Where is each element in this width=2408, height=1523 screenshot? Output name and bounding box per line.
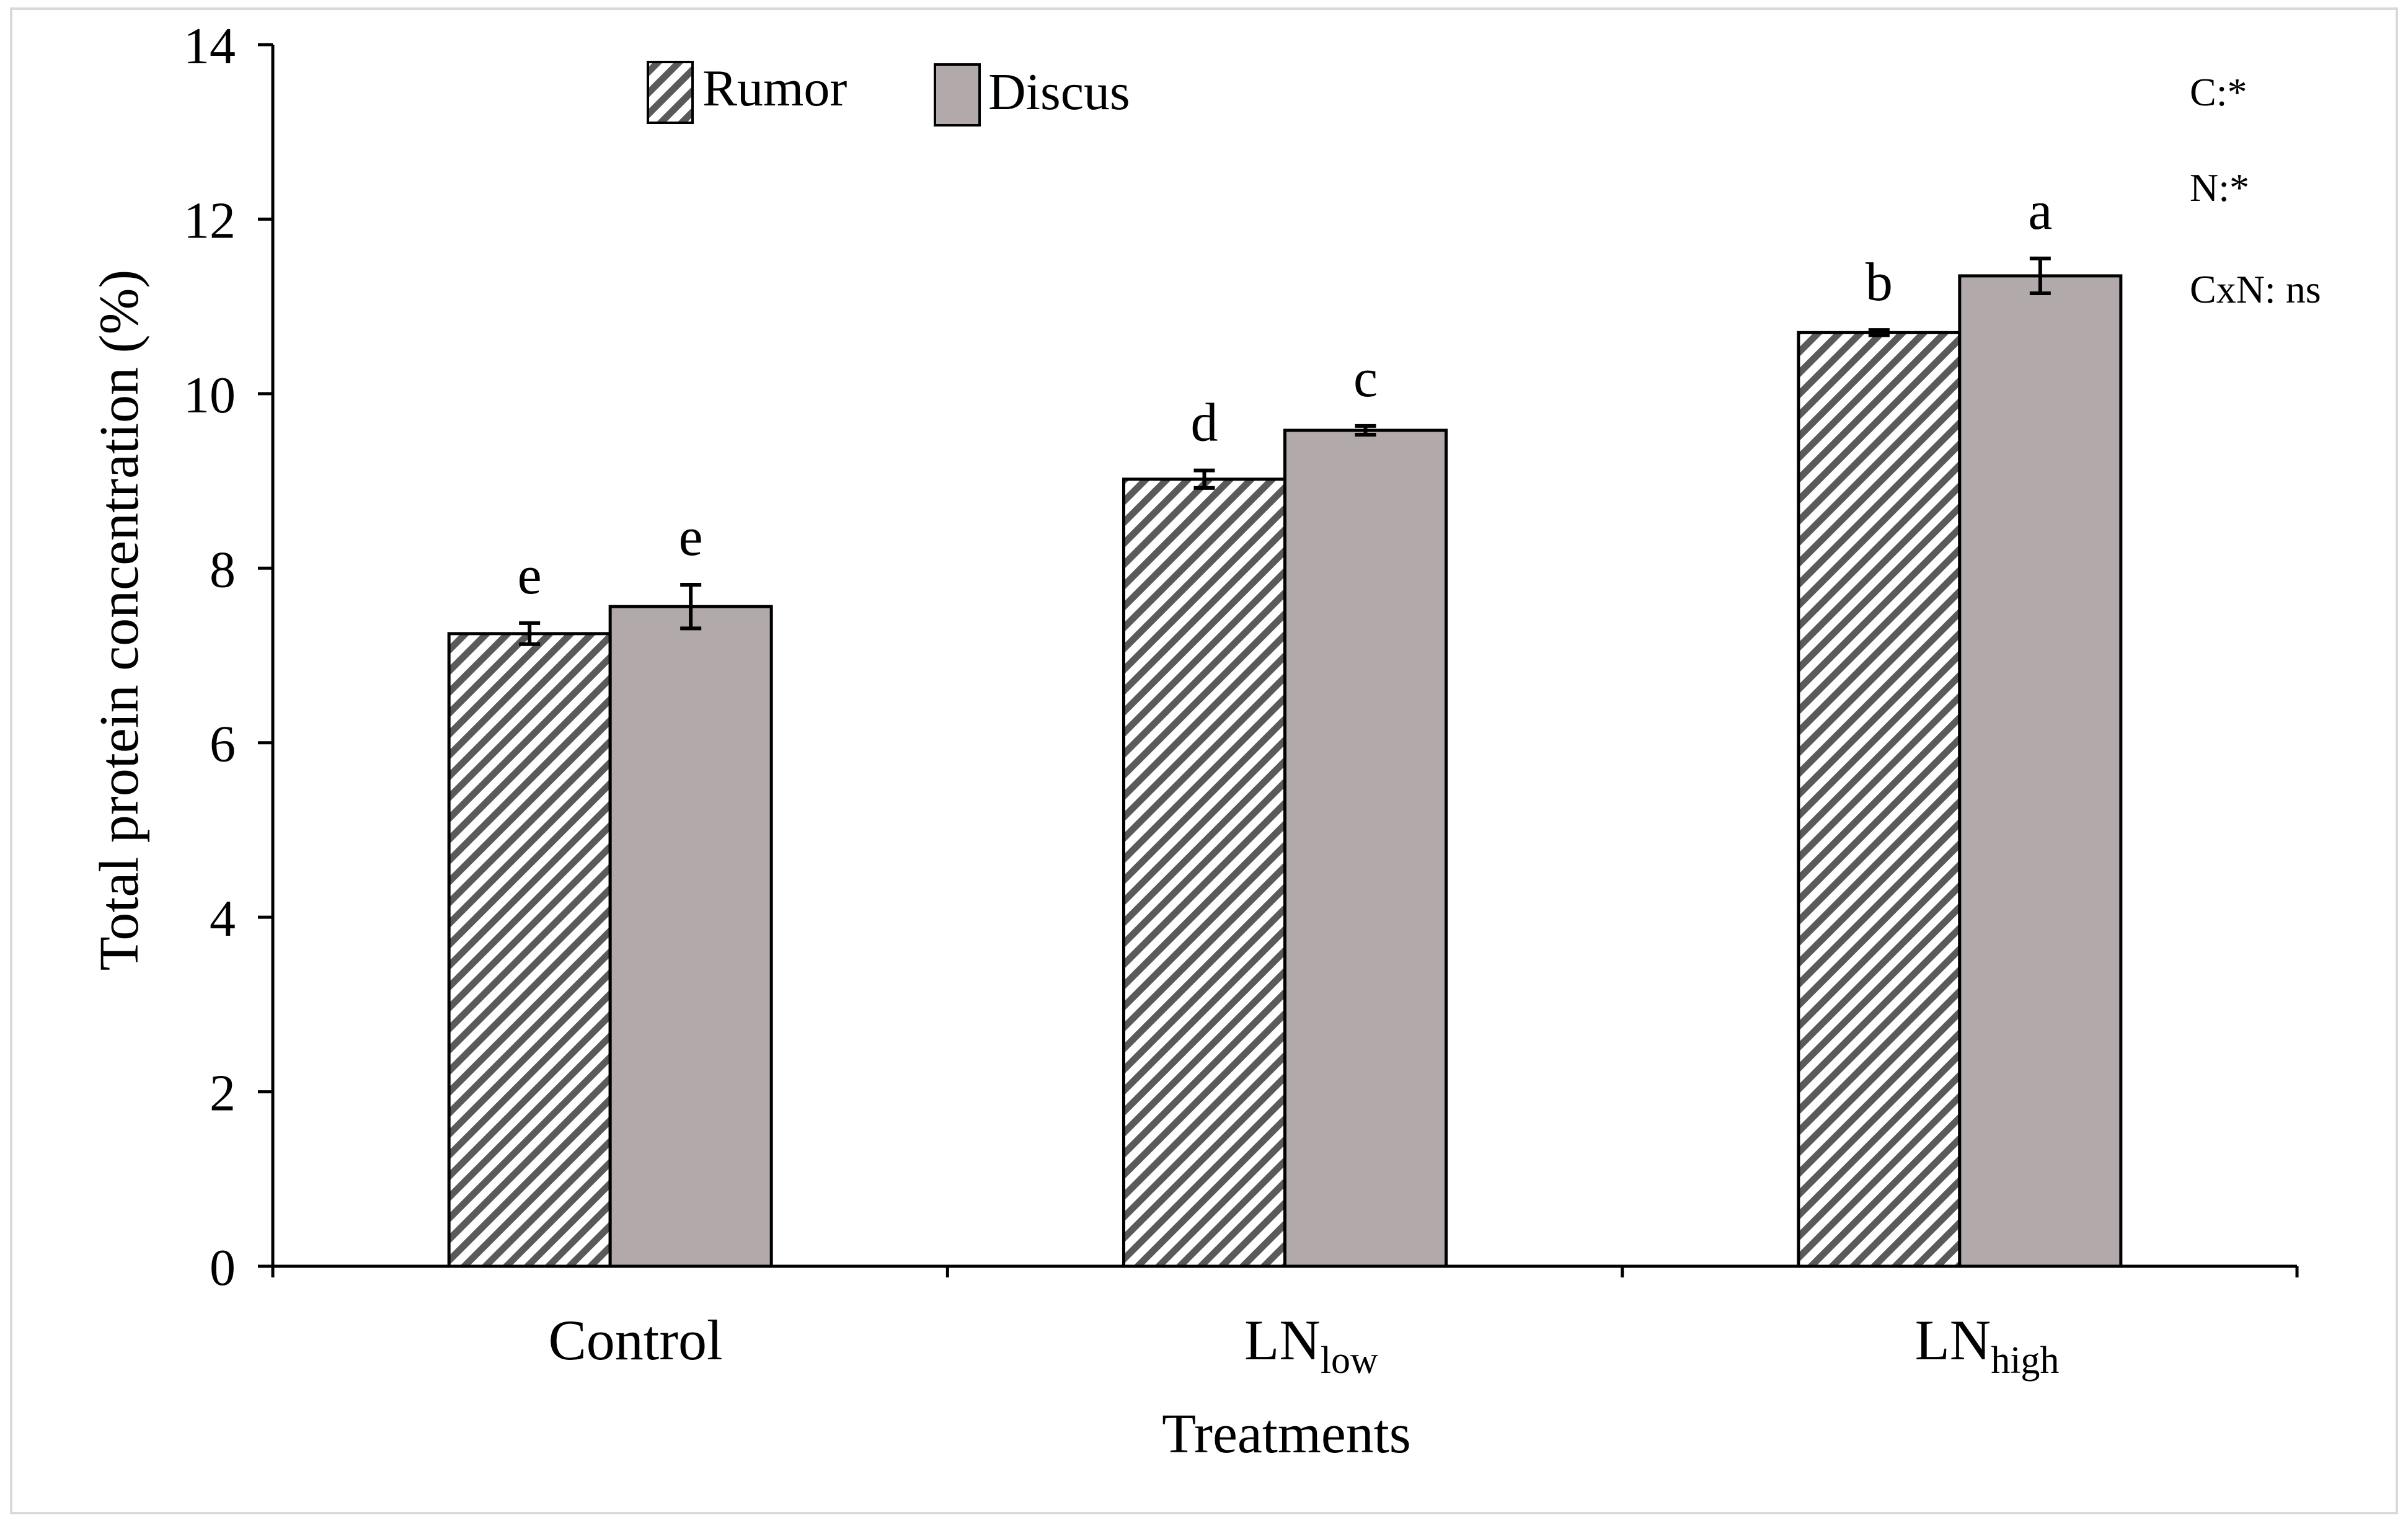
category-label-2: LNhigh	[1915, 1308, 2060, 1382]
category-label-1: LNlow	[1244, 1308, 1378, 1382]
bar-discus-2	[1958, 274, 2123, 1268]
category-label-text: Control	[548, 1308, 722, 1372]
category-label-text: LNlow	[1244, 1308, 1378, 1382]
annotation-c: C:*	[2190, 70, 2247, 114]
significance-letter: d	[1191, 393, 1218, 453]
legend-label-discus: Discus	[988, 63, 1130, 121]
y-tick-label: 0	[210, 1239, 236, 1297]
bar-discus-0	[608, 605, 773, 1268]
legend: Rumor Discus	[647, 60, 1130, 127]
x-axis-label: Treatments	[1162, 1403, 1411, 1465]
y-tick-label: 6	[210, 716, 236, 773]
significance-letter: b	[1866, 252, 1893, 313]
significance-letter: c	[1353, 349, 1378, 409]
bar-marks	[447, 274, 2123, 1268]
category-subscript: low	[1321, 1339, 1378, 1382]
category-subscript: high	[1991, 1339, 2059, 1382]
category-label-text: LNhigh	[1915, 1308, 2060, 1382]
legend-swatch-rumor	[647, 61, 694, 124]
y-tick-label: 4	[210, 890, 236, 948]
x-axis-ticks	[271, 1266, 2299, 1277]
y-tick-label: 10	[184, 366, 236, 424]
y-tick-label: 14	[184, 17, 236, 75]
annotation-cxn: CxN: ns	[2190, 267, 2321, 311]
y-tick-label: 2	[210, 1065, 236, 1122]
bar-rumor-2	[1797, 331, 1962, 1268]
annotation-n: N:*	[2190, 166, 2249, 210]
y-tick-label: 12	[184, 192, 236, 249]
bar-discus-1	[1283, 428, 1448, 1268]
category-label-0: Control	[548, 1308, 722, 1372]
y-axis-ticks: 0 2 4 6 8 10 12 14	[184, 17, 273, 1297]
legend-swatch-discus	[934, 63, 981, 127]
significance-letter: a	[2028, 181, 2052, 241]
y-tick-label: 8	[210, 541, 236, 598]
y-axis-label: Total protein concentration (%)	[89, 270, 150, 971]
significance-letter: e	[518, 546, 542, 606]
bar-rumor-0	[447, 632, 612, 1268]
bar-rumor-1	[1122, 477, 1286, 1268]
significance-letter: e	[679, 507, 703, 567]
legend-label-rumor: Rumor	[702, 60, 847, 117]
error-bars: e d b e c a	[518, 181, 2052, 646]
